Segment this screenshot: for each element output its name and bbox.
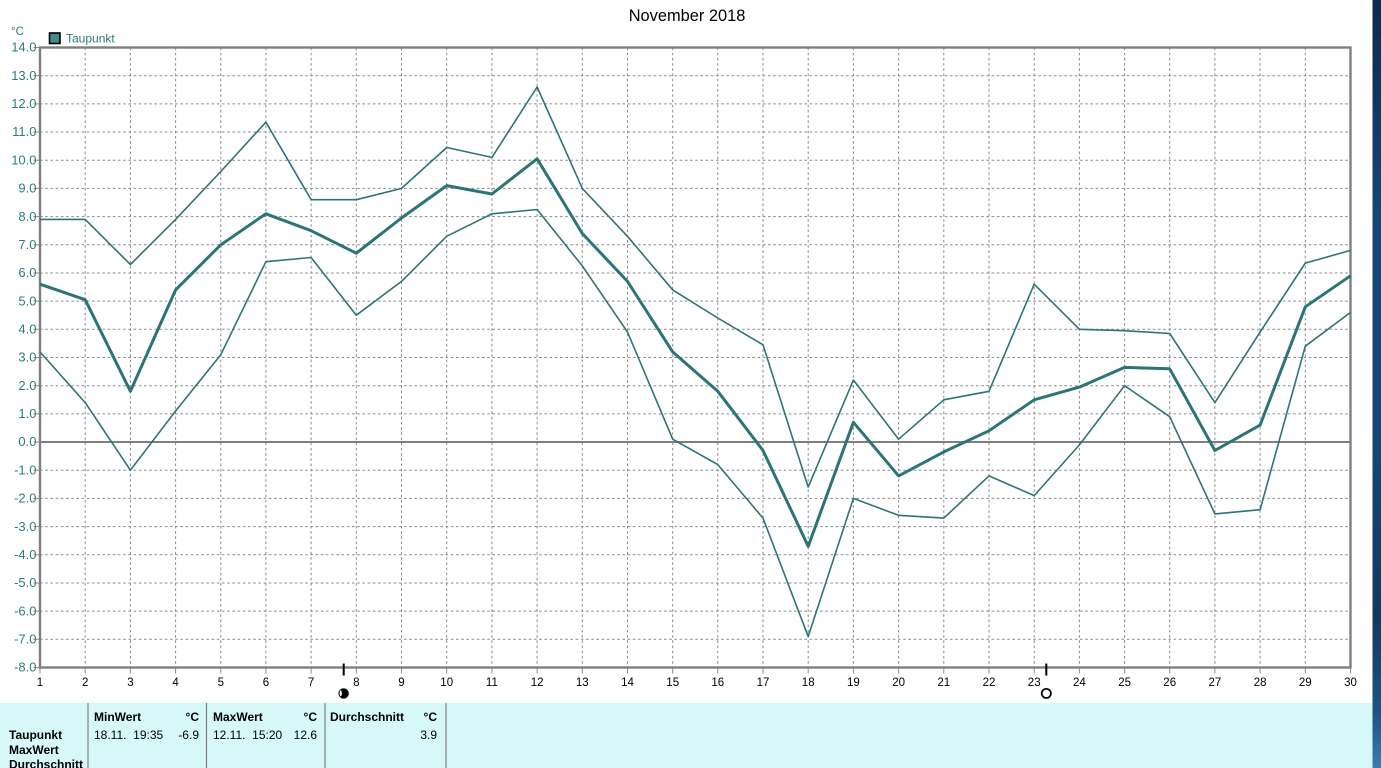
svg-text:-8.0: -8.0 bbox=[14, 660, 36, 675]
svg-text:Durchschnitt: Durchschnitt bbox=[330, 710, 404, 724]
svg-text:°C: °C bbox=[11, 26, 24, 38]
svg-text:6.0: 6.0 bbox=[18, 265, 36, 280]
svg-text:3.9: 3.9 bbox=[420, 728, 437, 742]
svg-text:-4.0: -4.0 bbox=[14, 547, 36, 562]
svg-text:13.0: 13.0 bbox=[11, 68, 36, 83]
svg-text:MaxWert: MaxWert bbox=[9, 743, 59, 757]
svg-text:24: 24 bbox=[1073, 677, 1086, 689]
svg-text:14: 14 bbox=[621, 677, 634, 689]
svg-text:MaxWert: MaxWert bbox=[213, 710, 263, 724]
svg-text:14.0: 14.0 bbox=[11, 40, 36, 55]
svg-text:2.0: 2.0 bbox=[18, 378, 36, 393]
svg-text:1.0: 1.0 bbox=[18, 406, 36, 421]
svg-text:9: 9 bbox=[398, 677, 404, 689]
svg-text:27: 27 bbox=[1209, 677, 1222, 689]
svg-text:2: 2 bbox=[82, 677, 88, 689]
svg-text:°C: °C bbox=[424, 710, 438, 724]
svg-text:12.11. 15:20: 12.11. 15:20 bbox=[213, 728, 282, 742]
svg-text:6: 6 bbox=[263, 677, 269, 689]
svg-text:17: 17 bbox=[757, 677, 770, 689]
svg-text:3.0: 3.0 bbox=[18, 350, 36, 365]
svg-text:16: 16 bbox=[711, 677, 724, 689]
svg-text:13: 13 bbox=[576, 677, 589, 689]
svg-text:Taupunkt: Taupunkt bbox=[9, 728, 62, 742]
svg-text:26: 26 bbox=[1163, 677, 1176, 689]
svg-text:MinWert: MinWert bbox=[94, 710, 141, 724]
svg-text:Taupunkt: Taupunkt bbox=[66, 32, 115, 46]
svg-text:29: 29 bbox=[1299, 677, 1312, 689]
svg-text:23: 23 bbox=[1028, 677, 1041, 689]
svg-text:22: 22 bbox=[983, 677, 996, 689]
svg-text:10: 10 bbox=[440, 677, 453, 689]
svg-text:5: 5 bbox=[218, 677, 224, 689]
svg-text:25: 25 bbox=[1118, 677, 1131, 689]
svg-text:1: 1 bbox=[37, 677, 43, 689]
svg-text:3: 3 bbox=[127, 677, 133, 689]
svg-text:21: 21 bbox=[937, 677, 950, 689]
svg-text:5.0: 5.0 bbox=[18, 293, 36, 308]
svg-text:8: 8 bbox=[353, 677, 359, 689]
svg-text:11.0: 11.0 bbox=[12, 124, 36, 139]
svg-text:-5.0: -5.0 bbox=[14, 575, 36, 590]
svg-text:-3.0: -3.0 bbox=[14, 519, 36, 534]
svg-text:-1.0: -1.0 bbox=[14, 462, 36, 477]
svg-text:18: 18 bbox=[802, 677, 815, 689]
svg-text:12: 12 bbox=[531, 677, 544, 689]
svg-text:7: 7 bbox=[308, 677, 314, 689]
svg-text:7.0: 7.0 bbox=[18, 237, 36, 252]
svg-text:November 2018: November 2018 bbox=[629, 7, 746, 25]
svg-text:-6.0: -6.0 bbox=[14, 603, 36, 618]
svg-text:10.0: 10.0 bbox=[11, 152, 36, 167]
svg-text:0.0: 0.0 bbox=[18, 434, 36, 449]
svg-text:-6.9: -6.9 bbox=[178, 728, 199, 742]
svg-text:Durchschnitt: Durchschnitt bbox=[9, 758, 83, 768]
svg-text:18.11. 19:35: 18.11. 19:35 bbox=[94, 728, 163, 742]
svg-text:4: 4 bbox=[172, 677, 179, 689]
svg-text:°C: °C bbox=[186, 710, 200, 724]
svg-text:28: 28 bbox=[1254, 677, 1267, 689]
svg-text:11: 11 bbox=[486, 677, 498, 689]
svg-text:20: 20 bbox=[892, 677, 905, 689]
svg-text:19: 19 bbox=[847, 677, 860, 689]
svg-text:4.0: 4.0 bbox=[18, 322, 36, 337]
svg-text:30: 30 bbox=[1344, 677, 1357, 689]
svg-text:8.0: 8.0 bbox=[18, 209, 36, 224]
svg-text:°C: °C bbox=[304, 710, 318, 724]
svg-text:-2.0: -2.0 bbox=[14, 491, 36, 506]
svg-text:-7.0: -7.0 bbox=[14, 632, 36, 647]
svg-text:12.6: 12.6 bbox=[294, 728, 318, 742]
svg-text:12.0: 12.0 bbox=[11, 96, 36, 111]
svg-text:9.0: 9.0 bbox=[18, 181, 36, 196]
svg-text:15: 15 bbox=[666, 677, 679, 689]
